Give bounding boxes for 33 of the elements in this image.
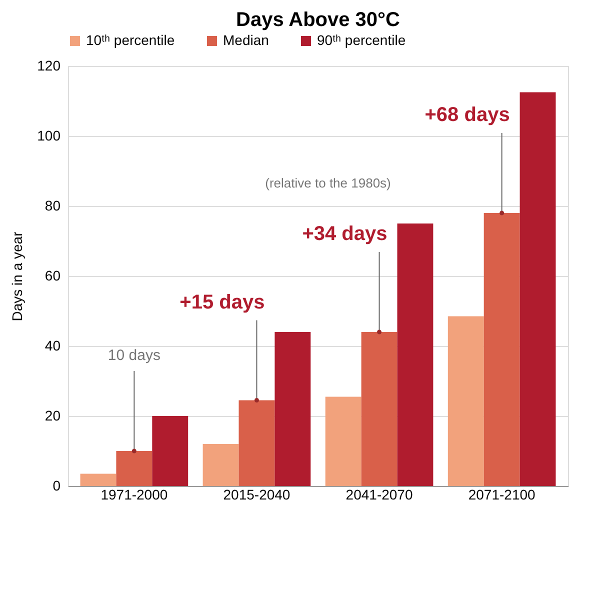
annotation: 10 days — [108, 347, 160, 364]
bar — [484, 213, 520, 486]
bar — [325, 396, 362, 486]
y-tick-label: 100 — [37, 128, 61, 144]
y-tick-label: 80 — [44, 198, 61, 214]
y-tick-label: 40 — [44, 338, 61, 354]
bar — [361, 332, 398, 486]
y-tick-label: 120 — [37, 58, 61, 74]
y-tick-label: 20 — [44, 408, 61, 424]
bar — [116, 451, 152, 486]
x-tick-label: 2015-2040 — [223, 486, 290, 502]
y-axis-title: Days in a year — [9, 231, 26, 322]
bar — [274, 332, 311, 486]
y-tick-label: 60 — [44, 268, 61, 284]
chart-title: Days Above 30°C — [236, 9, 400, 31]
bar — [448, 316, 484, 486]
bar — [80, 474, 116, 486]
legend-label: 10ᵗʰ percentile — [86, 32, 175, 48]
bar — [397, 224, 434, 486]
annotation: +15 days — [180, 291, 265, 314]
annotation: +34 days — [302, 223, 388, 245]
annotation: +68 days — [424, 104, 510, 126]
x-tick-label: 1971-2000 — [100, 486, 168, 502]
legend-label: 90ᵗʰ percentile — [317, 32, 406, 48]
bar — [520, 92, 556, 486]
bar — [202, 444, 239, 486]
legend-label: Median — [223, 32, 269, 48]
x-tick-label: 2071-2100 — [468, 486, 536, 502]
bar — [238, 400, 275, 486]
y-tick-label: 0 — [52, 478, 61, 494]
bar — [152, 416, 188, 486]
annotation: (relative to the 1980s) — [265, 176, 391, 191]
x-tick-label: 2041-2070 — [346, 486, 413, 502]
